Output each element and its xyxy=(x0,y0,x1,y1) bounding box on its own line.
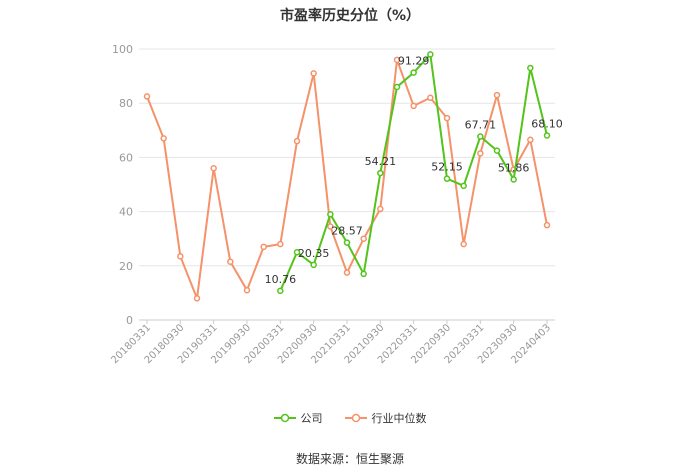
data-point xyxy=(210,164,217,172)
data-label: 67.71 xyxy=(465,119,497,132)
y-tick-label: 40 xyxy=(119,206,133,219)
data-point xyxy=(243,286,251,294)
data-point xyxy=(360,235,367,242)
data-point xyxy=(327,223,334,230)
data-label: 20.35 xyxy=(298,247,330,260)
data-label: 52.15 xyxy=(431,161,463,174)
data-point xyxy=(277,240,284,248)
y-tick-label: 80 xyxy=(119,97,133,110)
legend-label-company: 公司 xyxy=(300,412,323,425)
legend: 公司 行业中位数 xyxy=(0,410,700,426)
data-point xyxy=(443,175,451,182)
series-0 xyxy=(277,51,551,295)
data-point xyxy=(293,137,301,145)
legend-label-industry-median: 行业中位数 xyxy=(371,412,427,425)
data-point xyxy=(143,93,151,100)
legend-item-company[interactable]: 公司 xyxy=(273,410,323,426)
data-label: 91.29 xyxy=(398,55,430,68)
data-point xyxy=(343,269,351,276)
data-point xyxy=(293,249,301,256)
data-point xyxy=(527,64,534,72)
data-point xyxy=(393,83,401,91)
chart-title: 市盈率历史分位（%） xyxy=(279,8,421,24)
data-point xyxy=(460,182,467,190)
data-point xyxy=(510,176,517,183)
axes: 0204060801002018033120180930201903312019… xyxy=(109,43,555,366)
series-1 xyxy=(143,56,551,302)
data-point xyxy=(477,133,484,140)
data-point xyxy=(460,240,467,248)
data-source: 数据来源：恒生聚源 xyxy=(295,452,404,466)
data-point xyxy=(543,221,551,229)
data-point xyxy=(443,114,451,122)
data-point xyxy=(527,136,534,144)
data-label: 28.57 xyxy=(331,225,363,238)
data-point xyxy=(493,147,501,154)
data-point xyxy=(160,135,167,142)
data-point xyxy=(310,261,317,269)
data-point xyxy=(410,102,417,110)
legend-item-industry-median[interactable]: 行业中位数 xyxy=(344,410,427,426)
data-point xyxy=(543,132,551,139)
y-tick-label: 20 xyxy=(119,260,133,273)
data-point xyxy=(277,287,284,295)
series-line xyxy=(146,58,548,300)
gridlines xyxy=(139,48,555,321)
data-point xyxy=(477,150,484,157)
legend-marker-industry-median xyxy=(344,413,367,423)
data-point xyxy=(493,91,501,99)
data-point xyxy=(377,169,384,177)
data-point xyxy=(427,94,434,102)
y-tick-label: 60 xyxy=(119,151,133,164)
series xyxy=(143,51,551,302)
data-point xyxy=(427,51,434,58)
data-point xyxy=(193,295,201,302)
data-point xyxy=(177,253,184,260)
data-point xyxy=(327,211,334,218)
data-label: 68.10 xyxy=(531,117,563,130)
data-point xyxy=(260,243,267,251)
y-tick-label: 100 xyxy=(112,43,133,56)
data-point xyxy=(360,270,367,278)
data-point xyxy=(310,70,317,77)
data-point xyxy=(393,56,401,64)
data-label: 51.86 xyxy=(498,161,530,174)
data-point xyxy=(343,239,351,246)
data-point xyxy=(377,205,384,213)
data-point xyxy=(410,69,417,76)
data-label: 54.21 xyxy=(365,155,397,168)
data-point xyxy=(227,258,234,265)
data-label: 10.76 xyxy=(265,273,297,286)
y-tick-label: 0 xyxy=(126,314,133,327)
legend-marker-company xyxy=(273,413,296,423)
